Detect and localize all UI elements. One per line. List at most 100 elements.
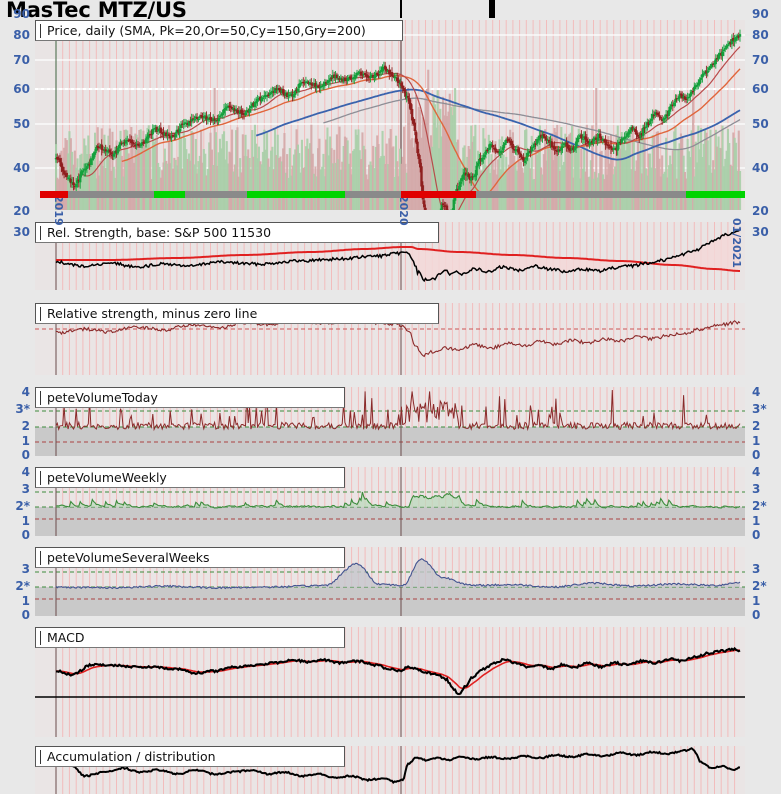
candlesticks: [54, 29, 742, 210]
pete-volume-several-weeks-axis-right: 3 2* 1 0: [752, 547, 781, 622]
date-label-2020: 2020: [397, 195, 410, 226]
axis-tick-label: 1: [21, 514, 30, 528]
pete-volume-weekly-svg: [35, 467, 745, 536]
accumulation-distribution-caption: Accumulation / distribution: [35, 746, 345, 767]
axis-tick-label: 2*: [15, 499, 30, 513]
date-label-012021: 01/2021: [730, 218, 743, 268]
axis-tick-label: 2: [752, 419, 761, 433]
caption-tick: [40, 307, 41, 321]
axis-tick-label: 2*: [752, 579, 767, 593]
caption-tick: [40, 226, 41, 240]
macd-caption: MACD: [35, 627, 345, 648]
caption-tick: [40, 551, 41, 565]
axis-tick-label: 50: [752, 117, 769, 131]
ma-200-line: [323, 97, 741, 151]
axis-tick-label: 3: [21, 482, 30, 496]
axis-tick-label: 20: [13, 204, 30, 218]
pete-volume-several-weeks-axis-left: 3 2* 1 0: [0, 547, 30, 622]
axis-tick-label: 0: [21, 528, 30, 542]
axis-tick-label: 70: [13, 53, 30, 67]
price-signal-ribbon[interactable]: [40, 191, 745, 198]
axis-tick-label: 3: [752, 482, 761, 496]
ma-20-line: [81, 46, 741, 210]
panel-price[interactable]: Price, daily (SMA, Pk=20,Or=50,Cy=150,Gr…: [35, 20, 745, 210]
ma-50-line: [121, 68, 741, 195]
panel-pete-volume-weekly[interactable]: peteVolumeWeekly: [35, 467, 745, 536]
axis-tick-label: 80: [13, 28, 30, 42]
panel-pete-volume-several-weeks[interactable]: peteVolumeSeveralWeeks: [35, 547, 745, 616]
axis-tick-label: 0: [752, 448, 761, 462]
date-label-2019: 2019: [52, 195, 65, 226]
axis-tick-label: 1: [752, 594, 761, 608]
pete-volume-several-weeks-caption-text: peteVolumeSeveralWeeks: [47, 550, 210, 565]
signal-segment: [400, 191, 476, 198]
axis-tick-label: 90: [752, 7, 769, 21]
axis-tick-label: 2: [21, 419, 30, 433]
signal-segment: [184, 191, 247, 198]
axis-tick-label: 0: [752, 608, 761, 622]
pete-volume-today-caption-text: peteVolumeToday: [47, 390, 158, 405]
axis-tick-label: 80: [752, 28, 769, 42]
signal-segment: [685, 191, 745, 198]
axis-tick-label: 90: [13, 7, 30, 21]
signal-segment: [154, 191, 185, 198]
macd-caption-text: MACD: [47, 630, 85, 645]
pete-volume-weekly-plot-area[interactable]: [35, 467, 745, 536]
pete-volume-today-caption: peteVolumeToday: [35, 387, 345, 408]
relative-strength-zero-caption: Relative strength, minus zero line: [35, 303, 439, 324]
axis-tick-label: 1: [21, 434, 30, 448]
panel-macd[interactable]: MACD: [35, 627, 745, 737]
pete-volume-weekly-axis-right: 4 3 2* 1 0: [752, 465, 781, 542]
caption-tick: [40, 631, 41, 645]
axis-tick-label: 30: [752, 225, 769, 239]
top-marker-left: [400, 0, 402, 18]
axis-tick-label: 60: [13, 82, 30, 96]
axis-tick-label: 3: [752, 562, 761, 576]
axis-tick-label: 4: [21, 385, 30, 399]
axis-tick-label: 50: [13, 117, 30, 131]
relative-strength-caption: Rel. Strength, base: S&P 500 11530: [35, 222, 439, 243]
signal-segment: [344, 191, 401, 198]
axis-tick-label: 0: [752, 528, 761, 542]
relative-strength-caption-text: Rel. Strength, base: S&P 500 11530: [47, 225, 272, 240]
panel-accumulation-distribution[interactable]: Accumulation / distribution: [35, 746, 745, 794]
pete-volume-today-svg: [35, 387, 745, 456]
price-axis-left-low: 20: [0, 204, 30, 223]
axis-tick-label: 40: [13, 161, 30, 175]
top-marker-right: [489, 0, 495, 18]
axis-tick-label: 4: [752, 465, 761, 479]
caption-tick: [40, 750, 41, 764]
caption-tick: [40, 391, 41, 405]
panel-pete-volume-today[interactable]: peteVolumeToday: [35, 387, 745, 456]
price-axis-right: 90 80 70 60 50 40 30: [752, 7, 781, 239]
signal-segment: [475, 191, 686, 198]
pete-volume-weekly-caption: peteVolumeWeekly: [35, 467, 345, 488]
signal-segment: [40, 191, 69, 198]
price-plot-area[interactable]: [35, 20, 745, 210]
axis-tick-label: 70: [752, 53, 769, 67]
pete-volume-today-axis-right: 4 3* 2 1 0: [752, 385, 781, 462]
axis-tick-label: 4: [752, 385, 761, 399]
signal-segment: [246, 191, 345, 198]
caption-tick: [40, 24, 41, 38]
axis-tick-label: 0: [21, 608, 30, 622]
ma-150-line: [255, 88, 741, 161]
relative-strength-zero-caption-text: Relative strength, minus zero line: [47, 306, 258, 321]
price-axis-right-low: 20: [752, 204, 781, 223]
panel-relative-strength-zero[interactable]: Relative strength, minus zero line: [35, 303, 745, 375]
page-title: MasTec MTZ/US: [6, 0, 187, 22]
signal-segment: [68, 191, 155, 198]
pete-volume-today-axis-left: 4 3* 2 1 0: [0, 385, 30, 462]
pete-volume-weekly-axis-left: 4 3 2* 1 0: [0, 465, 30, 542]
price-panel-caption: Price, daily (SMA, Pk=20,Or=50,Cy=150,Gr…: [35, 20, 403, 41]
axis-tick-label: 60: [752, 82, 769, 96]
axis-tick-label: 3*: [752, 402, 767, 416]
axis-tick-label: 30: [13, 225, 30, 239]
price-svg: [35, 20, 745, 210]
axis-tick-label: 20: [752, 204, 769, 218]
axis-tick-label: 3*: [15, 402, 30, 416]
panel-relative-strength[interactable]: Rel. Strength, base: S&P 500 11530: [35, 222, 745, 290]
axis-tick-label: 4: [21, 465, 30, 479]
axis-tick-label: 1: [752, 514, 761, 528]
